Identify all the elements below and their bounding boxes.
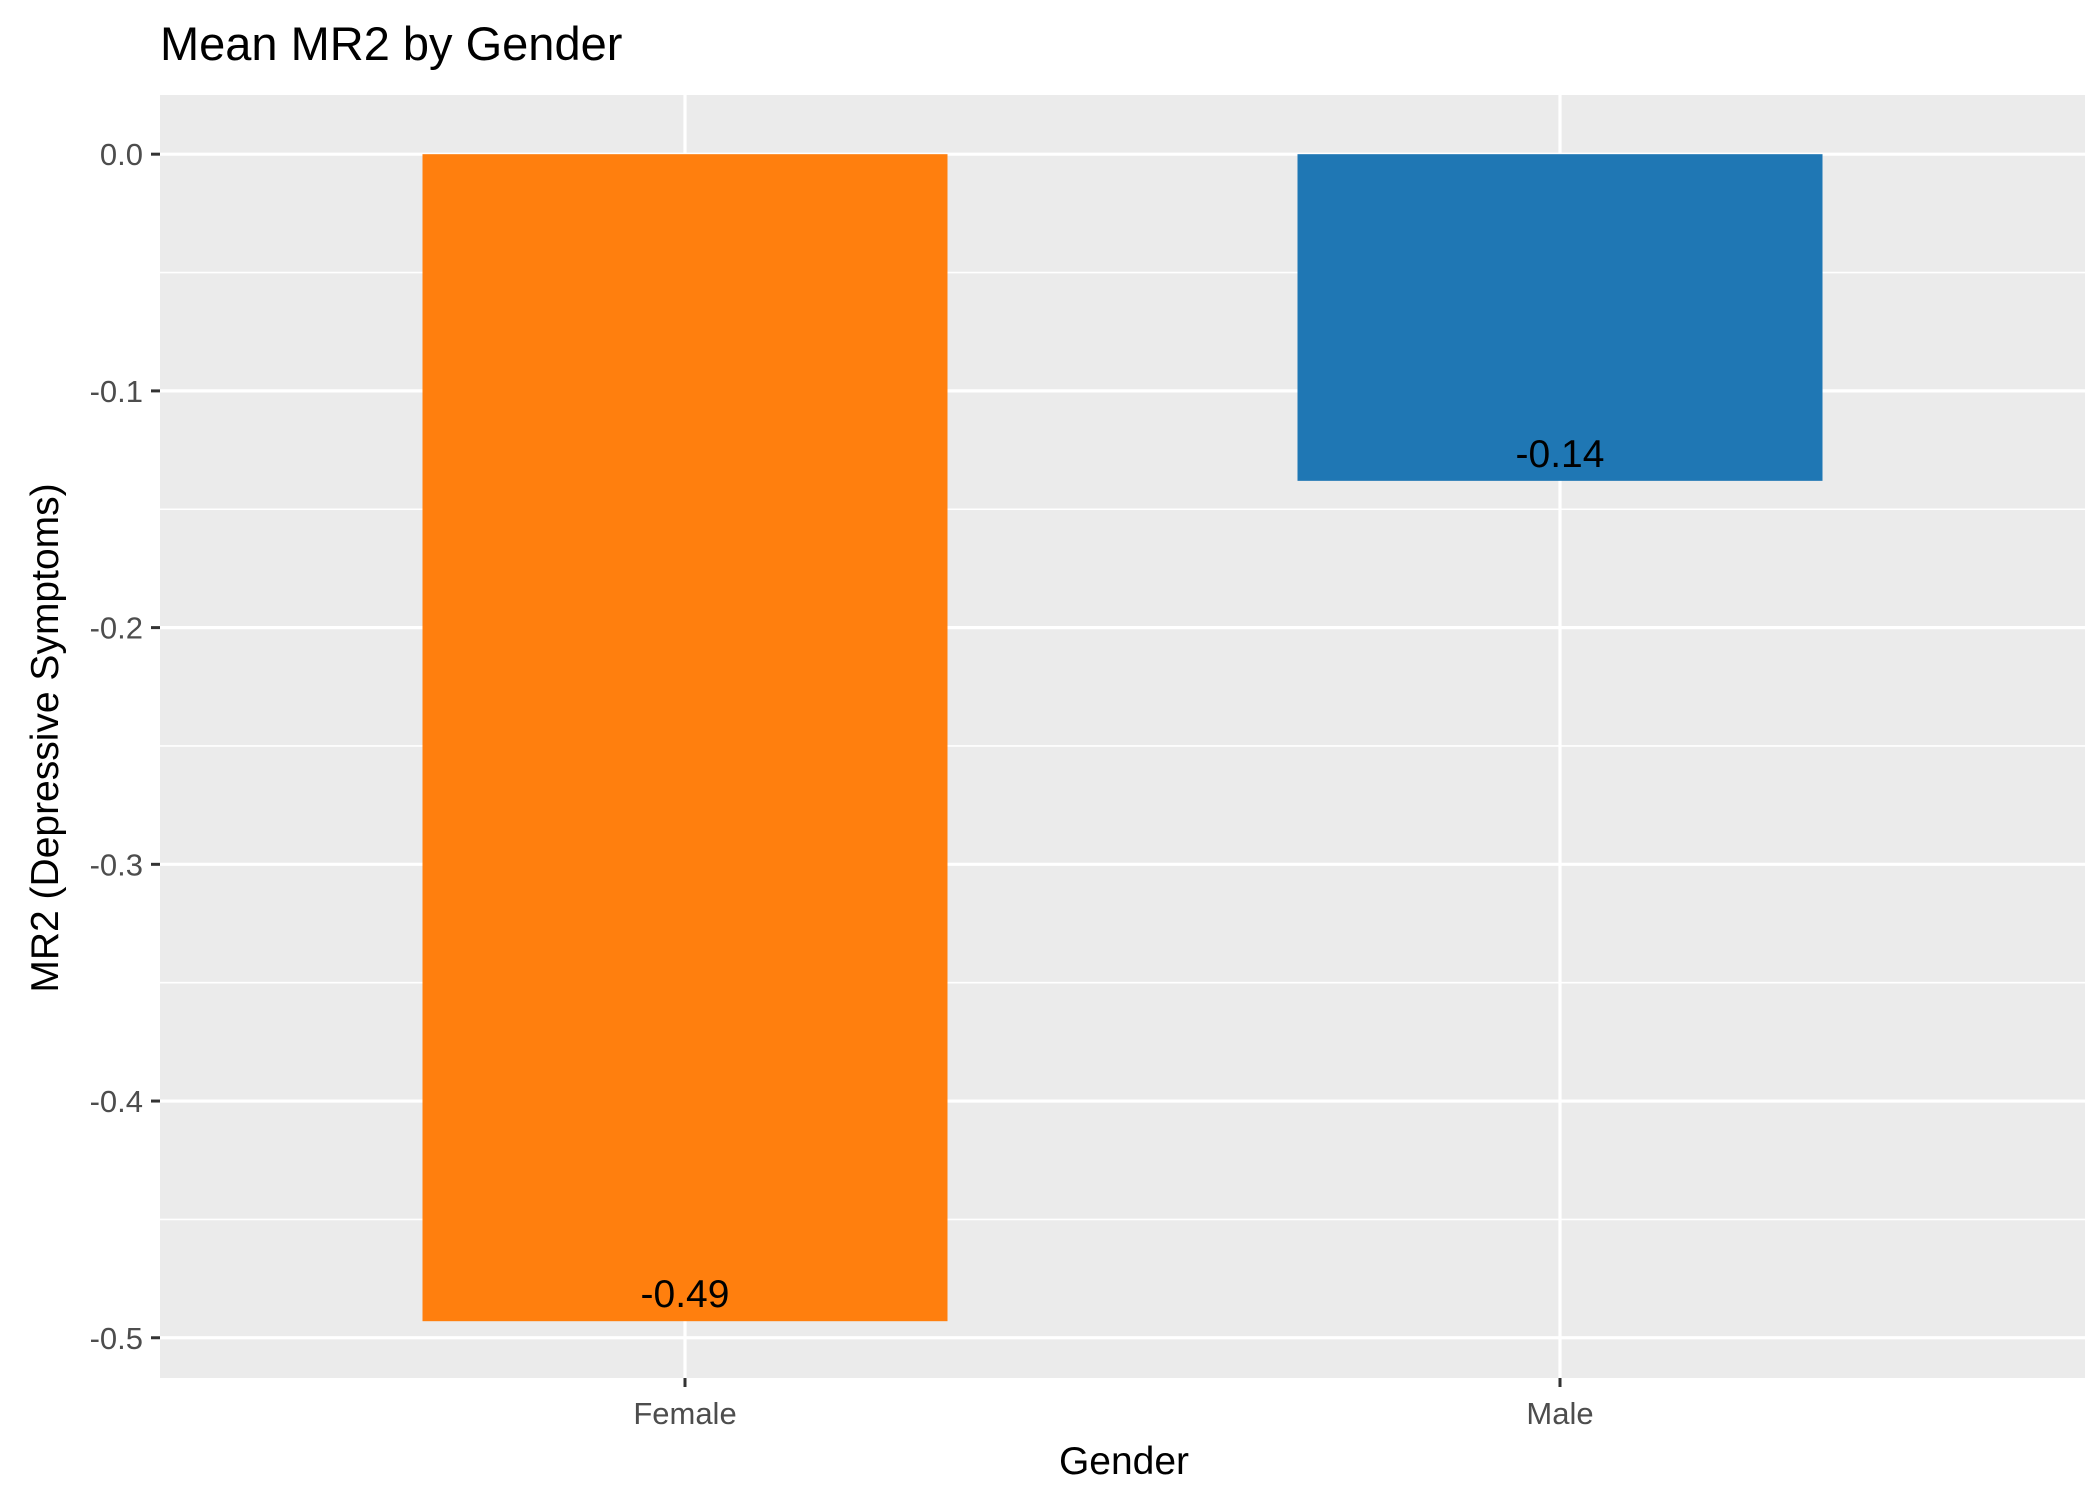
bar-male <box>1297 154 1823 481</box>
bar-value-label-female: -0.49 <box>641 1273 730 1316</box>
y-axis-title: MR2 (Depressive Symptoms) <box>24 483 67 992</box>
y-tick-label: -0.4 <box>90 1084 143 1119</box>
x-axis-title: Gender <box>1059 1440 1189 1483</box>
x-tick-label-female: Female <box>633 1396 736 1431</box>
x-axis: Female Male <box>633 1378 1594 1431</box>
bar-female <box>422 154 948 1322</box>
y-tick-label: -0.1 <box>90 374 143 409</box>
y-axis: 0.0 -0.1 -0.2 -0.3 -0.4 -0.5 <box>90 137 160 1356</box>
y-tick-label: -0.5 <box>90 1321 143 1356</box>
bar-value-label-male: -0.14 <box>1516 433 1605 476</box>
y-tick-label: -0.3 <box>90 847 143 882</box>
y-tick-label: -0.2 <box>90 611 143 646</box>
y-tick-label: 0.0 <box>100 137 143 172</box>
bars <box>422 154 1823 1322</box>
bar-labels: -0.49 -0.14 <box>641 433 1605 1316</box>
x-tick-label-male: Male <box>1526 1396 1593 1431</box>
chart-title: Mean MR2 by Gender <box>160 17 622 70</box>
